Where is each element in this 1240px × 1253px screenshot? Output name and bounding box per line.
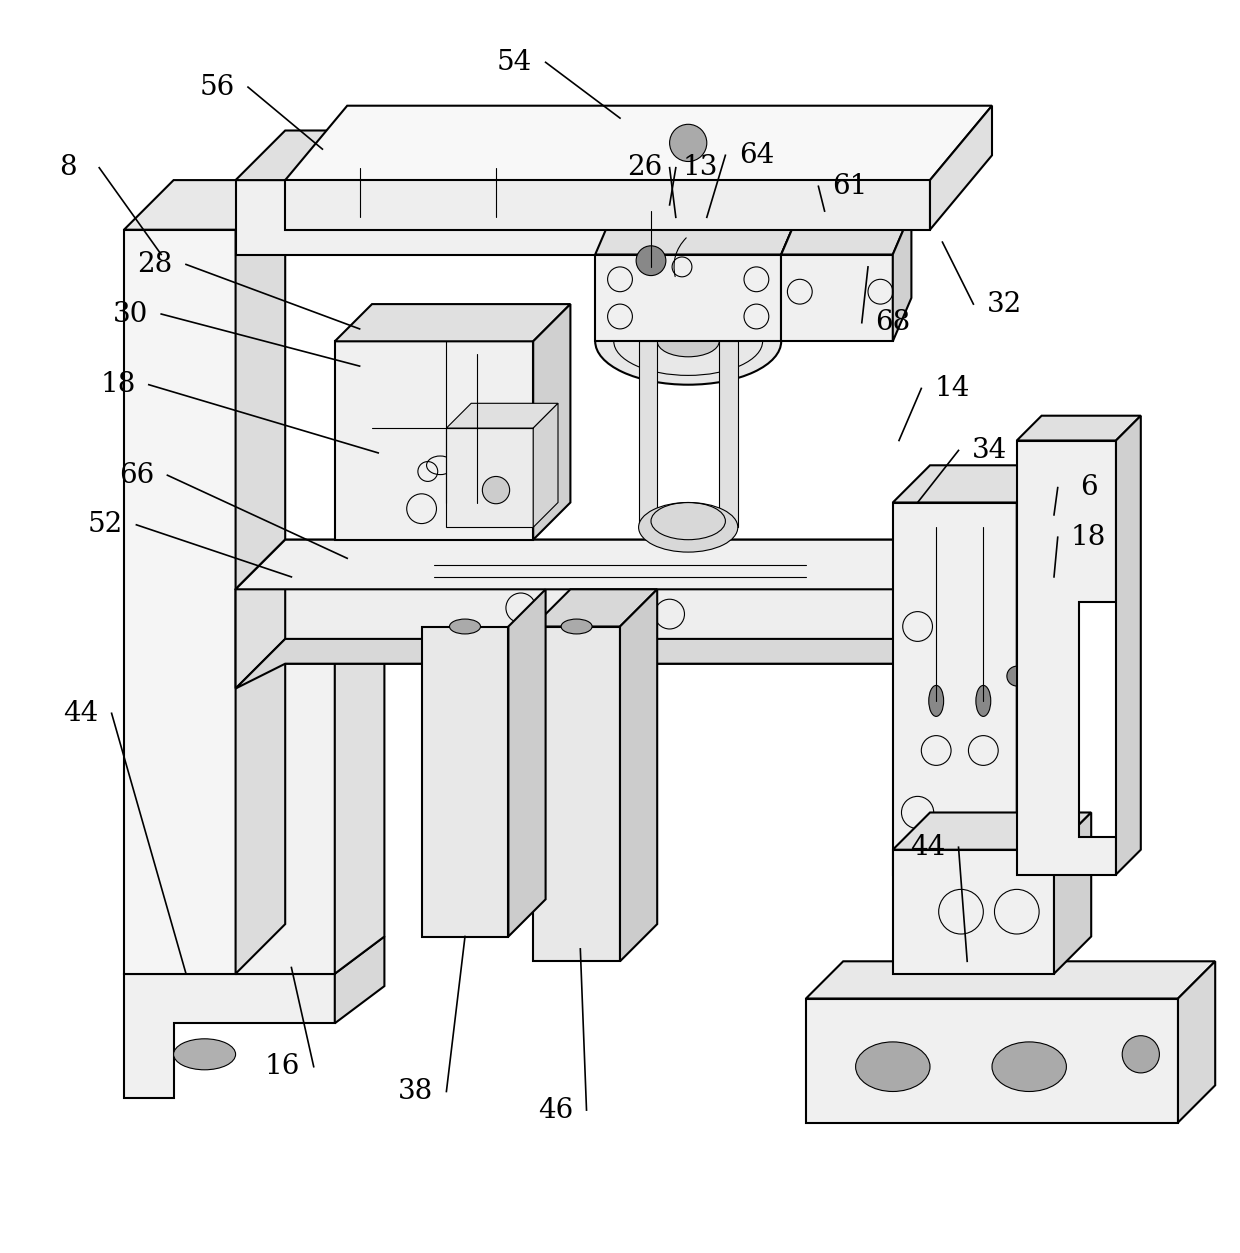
Ellipse shape xyxy=(636,246,666,276)
Polygon shape xyxy=(124,936,384,974)
Polygon shape xyxy=(285,180,930,229)
Ellipse shape xyxy=(449,619,481,634)
Text: 8: 8 xyxy=(60,154,77,182)
Ellipse shape xyxy=(639,502,738,553)
Text: 64: 64 xyxy=(739,142,774,169)
Polygon shape xyxy=(236,540,1017,664)
Polygon shape xyxy=(236,180,285,974)
Polygon shape xyxy=(533,626,620,961)
Polygon shape xyxy=(682,130,732,254)
Text: 61: 61 xyxy=(832,173,867,199)
Polygon shape xyxy=(236,180,682,254)
Text: 32: 32 xyxy=(987,291,1022,317)
Ellipse shape xyxy=(595,298,781,385)
Polygon shape xyxy=(930,105,992,229)
Ellipse shape xyxy=(976,685,991,717)
Polygon shape xyxy=(236,540,1017,589)
Ellipse shape xyxy=(670,124,707,162)
Text: 56: 56 xyxy=(200,74,234,100)
Polygon shape xyxy=(806,999,1178,1123)
Text: 54: 54 xyxy=(497,49,532,75)
Polygon shape xyxy=(893,465,1054,502)
Polygon shape xyxy=(620,589,657,961)
Polygon shape xyxy=(124,229,236,974)
Polygon shape xyxy=(446,403,558,429)
Ellipse shape xyxy=(174,1039,236,1070)
Text: 18: 18 xyxy=(1071,524,1106,551)
Polygon shape xyxy=(236,130,732,180)
Ellipse shape xyxy=(992,1042,1066,1091)
Ellipse shape xyxy=(353,205,366,229)
Ellipse shape xyxy=(490,205,502,229)
Polygon shape xyxy=(335,936,384,1024)
Polygon shape xyxy=(781,254,893,341)
Polygon shape xyxy=(335,341,533,540)
Polygon shape xyxy=(236,540,285,688)
Text: 38: 38 xyxy=(398,1078,433,1105)
Polygon shape xyxy=(595,211,800,254)
Polygon shape xyxy=(1054,812,1091,974)
Polygon shape xyxy=(719,341,738,528)
Ellipse shape xyxy=(482,476,510,504)
Text: 18: 18 xyxy=(100,371,135,398)
Text: 34: 34 xyxy=(972,437,1007,464)
Ellipse shape xyxy=(560,619,593,634)
Polygon shape xyxy=(422,626,508,936)
Text: 52: 52 xyxy=(88,511,123,539)
Polygon shape xyxy=(508,589,546,936)
Ellipse shape xyxy=(929,685,944,717)
Text: 44: 44 xyxy=(63,699,98,727)
Text: 16: 16 xyxy=(265,1054,300,1080)
Text: 6: 6 xyxy=(1080,474,1097,501)
Ellipse shape xyxy=(657,326,719,357)
Text: 30: 30 xyxy=(113,301,148,327)
Ellipse shape xyxy=(856,1042,930,1091)
Polygon shape xyxy=(533,403,558,528)
Polygon shape xyxy=(1178,961,1215,1123)
Polygon shape xyxy=(1116,416,1141,875)
Polygon shape xyxy=(893,850,1054,974)
Polygon shape xyxy=(124,180,285,229)
Polygon shape xyxy=(1017,441,1116,875)
Polygon shape xyxy=(806,961,1215,999)
Text: 46: 46 xyxy=(538,1096,573,1124)
Polygon shape xyxy=(1017,416,1141,441)
Polygon shape xyxy=(236,565,335,974)
Polygon shape xyxy=(893,502,1017,875)
Text: 68: 68 xyxy=(875,309,910,336)
Text: 28: 28 xyxy=(138,251,172,278)
Polygon shape xyxy=(639,341,657,528)
Polygon shape xyxy=(124,974,335,1098)
Ellipse shape xyxy=(1007,667,1027,687)
Polygon shape xyxy=(533,589,657,626)
Text: 66: 66 xyxy=(119,461,154,489)
Text: 13: 13 xyxy=(683,154,718,182)
Polygon shape xyxy=(595,254,781,341)
Polygon shape xyxy=(781,211,911,254)
Polygon shape xyxy=(285,105,992,180)
Polygon shape xyxy=(1017,465,1054,875)
Polygon shape xyxy=(781,211,800,341)
Polygon shape xyxy=(446,429,533,528)
Polygon shape xyxy=(893,211,911,341)
Polygon shape xyxy=(236,639,930,688)
Ellipse shape xyxy=(1122,1036,1159,1073)
Text: 26: 26 xyxy=(627,154,662,182)
Polygon shape xyxy=(893,812,1091,850)
Polygon shape xyxy=(335,528,384,974)
Text: 44: 44 xyxy=(910,833,945,861)
Polygon shape xyxy=(533,304,570,540)
Text: 14: 14 xyxy=(935,375,970,402)
Polygon shape xyxy=(335,304,570,341)
